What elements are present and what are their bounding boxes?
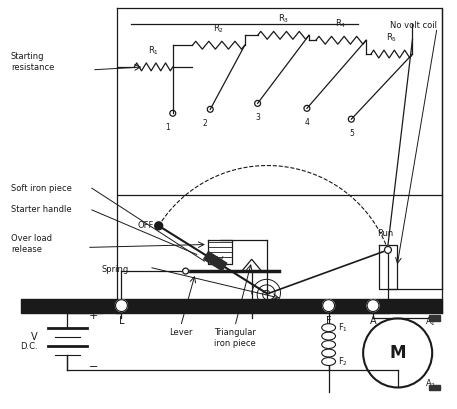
Text: Starter handle: Starter handle xyxy=(11,205,72,214)
Text: Spring: Spring xyxy=(102,265,129,274)
Text: V: V xyxy=(31,332,37,342)
Text: Lever: Lever xyxy=(169,328,192,337)
Text: R$_4$: R$_4$ xyxy=(335,18,346,30)
Text: Starting
resistance: Starting resistance xyxy=(11,52,54,72)
Text: D.C.: D.C. xyxy=(20,342,37,351)
Circle shape xyxy=(323,300,335,312)
Text: A: A xyxy=(370,317,376,326)
Text: R$_1$: R$_1$ xyxy=(148,45,159,57)
Text: OFF: OFF xyxy=(138,221,154,230)
Text: M: M xyxy=(389,344,406,362)
Text: R$_3$: R$_3$ xyxy=(278,13,289,25)
Text: F: F xyxy=(326,317,331,326)
Text: −: − xyxy=(89,362,98,372)
Text: 4: 4 xyxy=(304,118,309,127)
Circle shape xyxy=(367,300,379,312)
Polygon shape xyxy=(21,299,442,312)
Text: 5: 5 xyxy=(349,129,354,138)
Polygon shape xyxy=(204,252,227,271)
Text: 1: 1 xyxy=(165,123,170,132)
Text: Over load
release: Over load release xyxy=(11,234,52,254)
Text: R$_5$: R$_5$ xyxy=(386,32,397,44)
Polygon shape xyxy=(429,384,440,391)
Text: F$_2$: F$_2$ xyxy=(339,355,349,368)
Text: No volt coil: No volt coil xyxy=(390,20,437,29)
Circle shape xyxy=(116,300,128,312)
Circle shape xyxy=(384,247,391,253)
Text: Run: Run xyxy=(377,229,393,238)
Text: Soft iron piece: Soft iron piece xyxy=(11,184,72,193)
Text: A$_1$: A$_1$ xyxy=(425,315,436,328)
Circle shape xyxy=(183,268,189,274)
Text: 3: 3 xyxy=(255,113,260,122)
Text: F$_1$: F$_1$ xyxy=(339,321,349,334)
Text: Triangular
iron piece: Triangular iron piece xyxy=(214,328,256,348)
Text: L: L xyxy=(119,317,124,326)
Text: A$_2$: A$_2$ xyxy=(425,378,436,391)
Text: +: + xyxy=(89,312,98,321)
Circle shape xyxy=(155,222,163,230)
Text: R$_2$: R$_2$ xyxy=(213,23,223,35)
Polygon shape xyxy=(429,315,440,321)
Text: 2: 2 xyxy=(203,119,207,128)
